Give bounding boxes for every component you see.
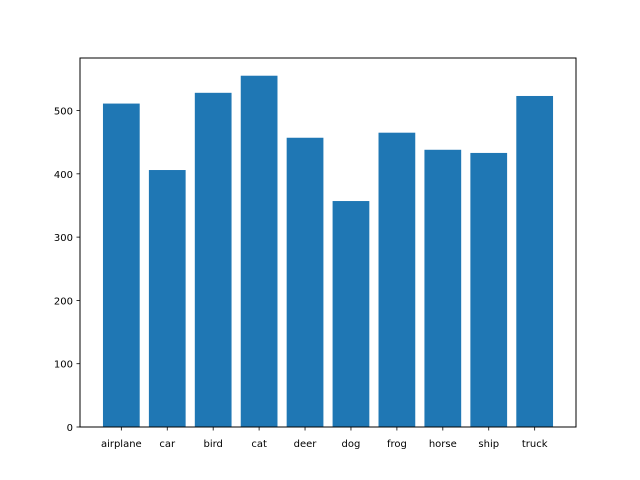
plot-frame <box>79 57 577 428</box>
y-tick-label: 0 <box>67 423 73 434</box>
bar-dog <box>332 201 370 427</box>
x-tick-label: bird <box>203 439 222 450</box>
x-tick-label: ship <box>478 439 499 450</box>
bar-frog <box>378 132 416 427</box>
x-tick-label: horse <box>429 439 457 450</box>
x-axis-ticks: airplane car bird cat deer dog frog horse ship tr… <box>101 427 548 450</box>
x-tick-label: dog <box>342 439 361 450</box>
x-tick-label: deer <box>294 439 318 450</box>
y-tick-label: 200 <box>54 296 73 307</box>
bar-horse <box>424 149 462 427</box>
bars-group <box>102 75 554 427</box>
x-tick-label: cat <box>251 439 267 450</box>
x-tick-label: truck <box>522 439 548 450</box>
bar-truck <box>516 95 554 427</box>
x-tick-label: car <box>159 439 176 450</box>
bar-deer <box>286 137 324 427</box>
x-tick-label: airplane <box>101 439 142 450</box>
bar-bird <box>194 92 232 427</box>
y-tick-label: 500 <box>54 107 73 118</box>
y-tick-label: 100 <box>54 360 73 371</box>
bar-car <box>148 170 186 427</box>
y-tick-label: 400 <box>54 170 73 181</box>
bar-cat <box>240 75 278 427</box>
x-tick-label: frog <box>387 439 407 450</box>
y-tick-label: 300 <box>54 233 73 244</box>
bar-ship <box>470 152 508 427</box>
y-axis-ticks: 0 100 200 300 400 500 <box>54 107 80 434</box>
bar-airplane <box>102 103 140 427</box>
